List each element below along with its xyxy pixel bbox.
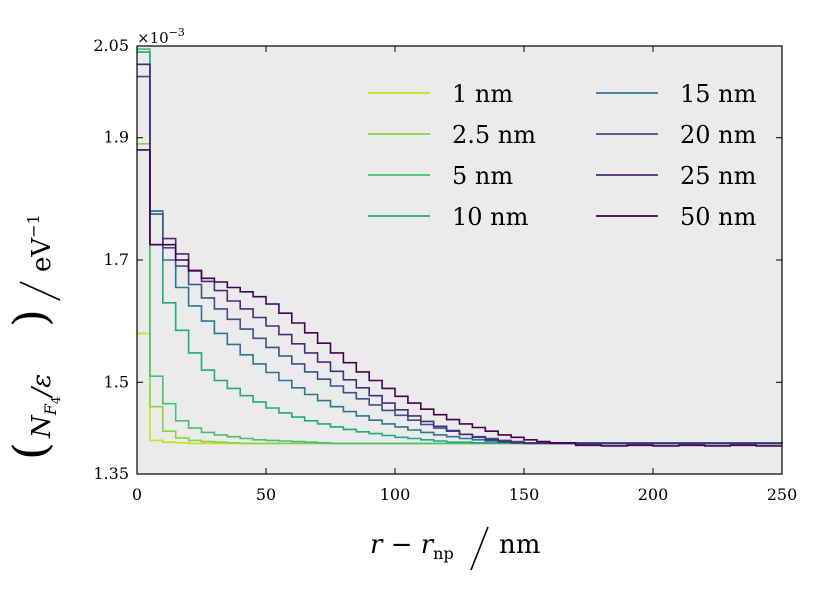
y-tick-label-1: 1.5 xyxy=(104,372,129,391)
legend-label-5: 20 nm xyxy=(680,121,757,149)
legend-label-7: 50 nm xyxy=(680,203,757,231)
x-tick-label-1: 50 xyxy=(256,485,276,504)
y-axis-subsub: 4 xyxy=(49,396,63,404)
x-axis-slash xyxy=(470,526,489,571)
legend-label-4: 15 nm xyxy=(680,80,757,108)
x-axis-var: r − r xyxy=(370,530,435,560)
y-axis-slash xyxy=(19,281,61,301)
y-axis-var: N xyxy=(27,414,57,439)
svg-text:NF4/ε: NF4/ε xyxy=(27,374,63,439)
y-axis-unit-exp: −1 xyxy=(24,214,43,238)
legend: 1 nm 2.5 nm 5 nm 10 nm 15 nm 20 nm 25 nm 50 nm xyxy=(368,80,757,231)
axis-ticks: 0 50 100 150 200 250 1.35 1.5 1.7 1.9 2.05 xyxy=(93,36,797,504)
y-multiplier: ×10−3 xyxy=(137,26,185,47)
y-axis-paren-open: ( xyxy=(3,442,57,460)
series-layer xyxy=(137,48,783,447)
y-axis-title: ( NF4/ε ) eV−1 xyxy=(3,214,63,460)
x-tick-label-2: 100 xyxy=(380,485,411,504)
y-multiplier-exp: −3 xyxy=(169,26,185,39)
y-tick-label-4: 2.05 xyxy=(93,36,129,55)
series-line-7 xyxy=(137,149,782,447)
x-axis-title: r − rnp nm xyxy=(370,526,540,571)
y-tick-label-0: 1.35 xyxy=(93,464,129,483)
x-tick-label-5: 250 xyxy=(767,485,798,504)
x-tick-label-0: 0 xyxy=(132,485,142,504)
plot-background xyxy=(137,46,782,474)
x-tick-label-4: 200 xyxy=(638,485,669,504)
legend-label-3: 10 nm xyxy=(452,203,529,231)
series-line-3 xyxy=(137,51,783,444)
series-line-4 xyxy=(137,63,783,444)
series-line-6 xyxy=(137,63,782,445)
y-tick-label-3: 1.9 xyxy=(104,128,129,147)
x-tick-label-3: 150 xyxy=(509,485,540,504)
y-tick-label-2: 1.7 xyxy=(104,250,129,269)
y-multiplier-base: ×10 xyxy=(137,29,169,47)
legend-label-1: 2.5 nm xyxy=(452,121,536,149)
series-line-1 xyxy=(137,143,782,445)
x-axis-sub: np xyxy=(433,544,454,563)
legend-label-6: 25 nm xyxy=(680,162,757,190)
y-axis-paren-close: ) xyxy=(3,309,57,327)
series-line-2 xyxy=(137,48,782,445)
y-axis-div: /ε xyxy=(27,374,57,400)
legend-label-0: 1 nm xyxy=(452,80,513,108)
x-axis-unit: nm xyxy=(499,530,540,560)
legend-label-2: 5 nm xyxy=(452,162,513,190)
y-axis-unit: eV xyxy=(27,237,57,272)
svg-text:r − rnp: r − rnp xyxy=(370,530,454,563)
svg-text:eV−1: eV−1 xyxy=(24,214,57,272)
series-line-0 xyxy=(137,332,782,445)
y-axis-sub: F xyxy=(41,403,60,416)
